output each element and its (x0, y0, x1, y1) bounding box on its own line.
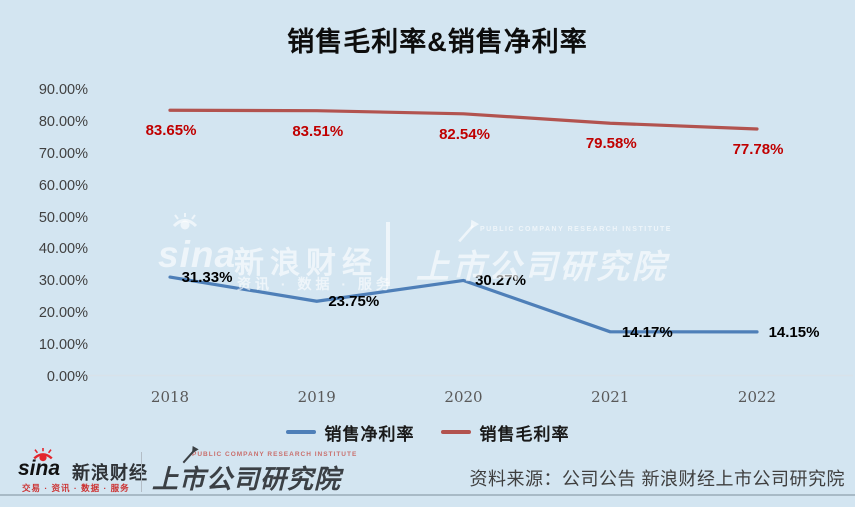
data-source-text: 资料来源：公司公告 新浪财经上市公司研究院 (469, 469, 845, 489)
legend-item-gross-margin: 销售毛利率 (440, 420, 570, 445)
chart-title: 销售毛利率&销售净利率 (287, 27, 588, 57)
y-axis-tick-label: 30.00% (38, 273, 88, 290)
gross-margin-line (168, 108, 759, 131)
y-axis-tick-label: 10.00% (38, 337, 88, 354)
net-margin-line (168, 275, 759, 334)
gross-margin-data-label: 83.51% (292, 122, 344, 140)
net-margin-data-label: 30.27% (475, 272, 526, 290)
y-axis-tick-label: 80.00% (38, 113, 88, 130)
x-axis-year-label: 2019 (297, 388, 336, 406)
sina-tagline: 交易 · 资讯 · 数据 · 服务 (22, 483, 130, 493)
institute-logo-cn: 上市公司研究院 (152, 464, 342, 494)
y-axis-tick-label: 90.00% (38, 82, 88, 98)
net-margin-line-swatch (285, 430, 316, 434)
gross-margin-data-label: 79.58% (585, 135, 637, 153)
institute-logo-en: PUBLIC COMPANY RESEARCH INSTITUTE (192, 451, 358, 458)
x-axis-year-label: 2021 (591, 388, 630, 406)
x-axis-year-label: 2020 (444, 388, 483, 406)
legend-label: 销售毛利率 (479, 424, 570, 445)
y-axis-tick-label: 0.00% (46, 369, 88, 385)
y-axis-tick-label: 70.00% (38, 145, 88, 162)
x-axis-year-label: 2022 (737, 388, 777, 406)
chart-legend: 销售净利率 销售毛利率 (0, 420, 855, 445)
net-margin-data-label: 23.75% (328, 293, 380, 311)
net-margin-data-label: 14.17% (621, 323, 673, 341)
x-axis-year-label: 2018 (150, 388, 190, 406)
sina-finance-logo: sina 新浪财经 交易 · 资讯 · 数据 · 服务 (18, 448, 147, 496)
gross-margin-data-label: 82.54% (439, 125, 490, 143)
net-margin-data-label: 31.33% (181, 269, 233, 287)
bottom-rule (0, 494, 855, 496)
y-axis-tick-label: 60.00% (38, 177, 88, 194)
y-axis-tick-label: 50.00% (38, 209, 88, 226)
net-margin-data-label: 14.15% (768, 323, 820, 341)
sina-wordmark: sina (18, 457, 61, 480)
y-axis-tick-label: 20.00% (38, 305, 88, 322)
gross-margin-line-swatch (440, 430, 471, 434)
gross-margin-data-label: 83.65% (145, 122, 197, 140)
legend-item-net-margin: 销售净利率 (285, 420, 415, 445)
legend-label: 销售净利率 (324, 424, 415, 445)
y-axis-tick-label: 40.00% (38, 241, 88, 258)
sina-eye-icon (33, 448, 53, 462)
sina-finance-wordmark: 新浪财经 (72, 463, 148, 483)
gross-margin-data-label: 77.78% (732, 140, 784, 158)
institute-arrow-icon (182, 446, 199, 464)
footer-logo-divider (141, 452, 142, 492)
institute-logo: PUBLIC COMPANY RESEARCH INSTITUTE 上市公司研究… (152, 446, 356, 497)
